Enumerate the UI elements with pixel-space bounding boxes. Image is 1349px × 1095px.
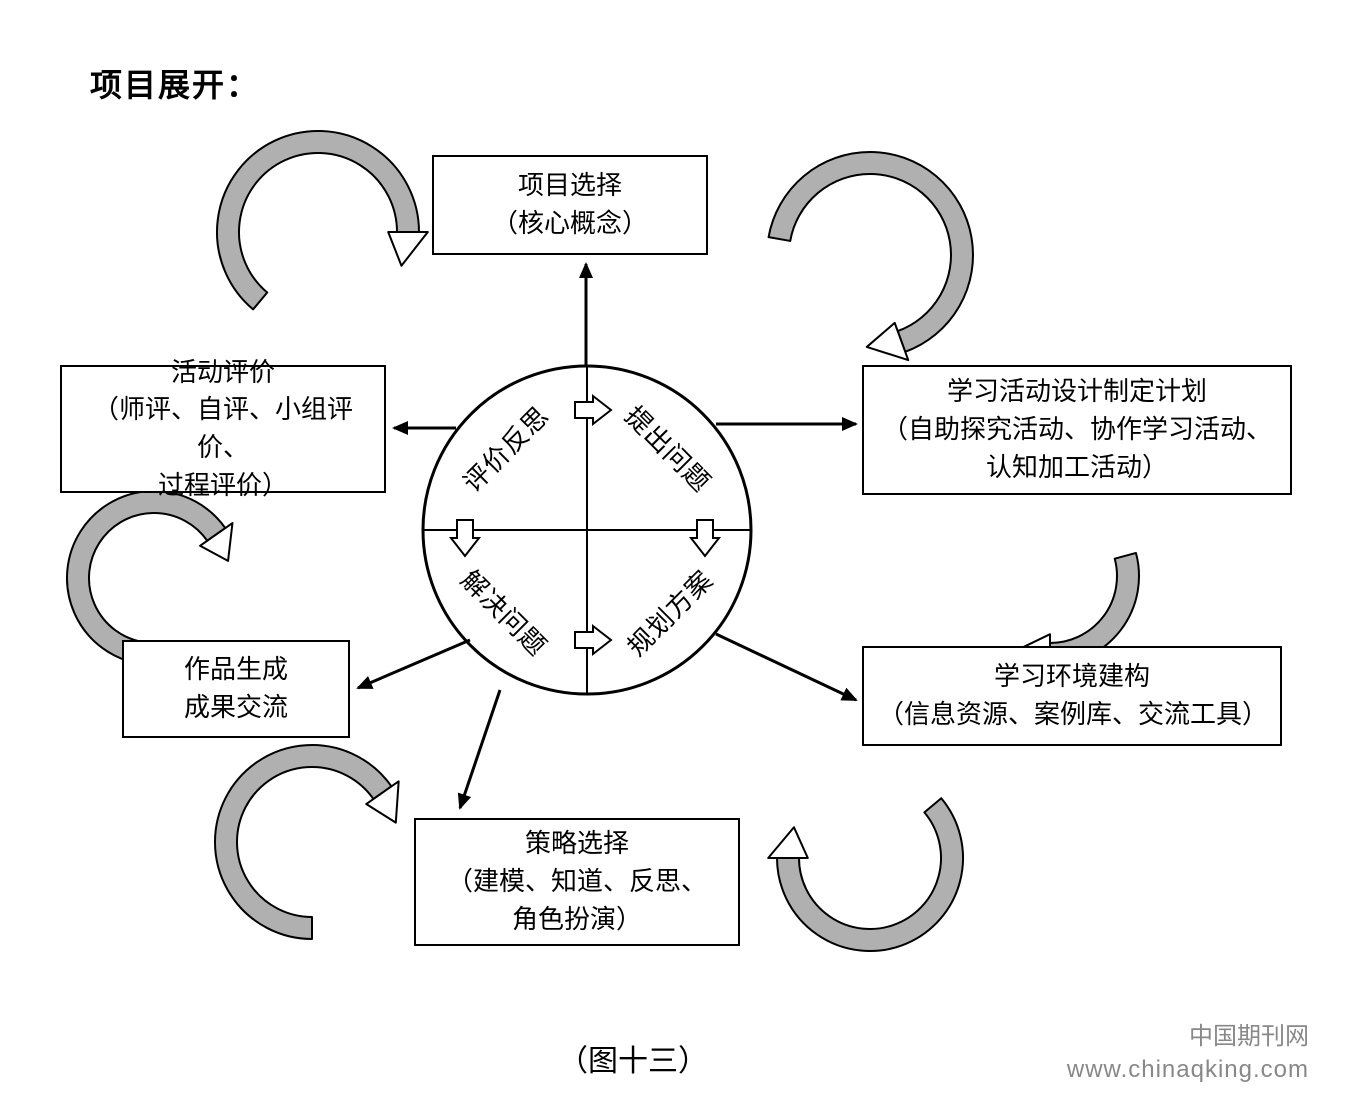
- center-label: 解决问题: [454, 561, 557, 664]
- center-label: 规划方案: [618, 561, 721, 664]
- box-b2: 学习活动设计制定计划（自助探究活动、协作学习活动、认知加工活动）: [862, 365, 1292, 495]
- box-b6: 活动评价（师评、自评、小组评价、过程评价）: [60, 365, 386, 493]
- box-b3: 学习环境建构（信息资源、案例库、交流工具）: [862, 646, 1282, 746]
- box-b4: 策略选择（建模、知道、反思、角色扮演）: [414, 818, 740, 946]
- watermark-line1: 中国期刊网: [1189, 1016, 1309, 1051]
- center-label: 评价反思: [454, 397, 557, 500]
- box-b1: 项目选择（核心概念）: [432, 155, 708, 255]
- box-b5: 作品生成成果交流: [122, 640, 350, 738]
- diagram-title: 项目展开：: [90, 60, 260, 106]
- diagram-canvas: { "canvas": { "w": 1349, "h": 1095, "bg"…: [0, 0, 1349, 1095]
- figure-caption: （图十三）: [558, 1036, 708, 1080]
- center-label: 提出问题: [618, 397, 721, 500]
- watermark-line2: www.chinaqking.com: [1067, 1056, 1309, 1084]
